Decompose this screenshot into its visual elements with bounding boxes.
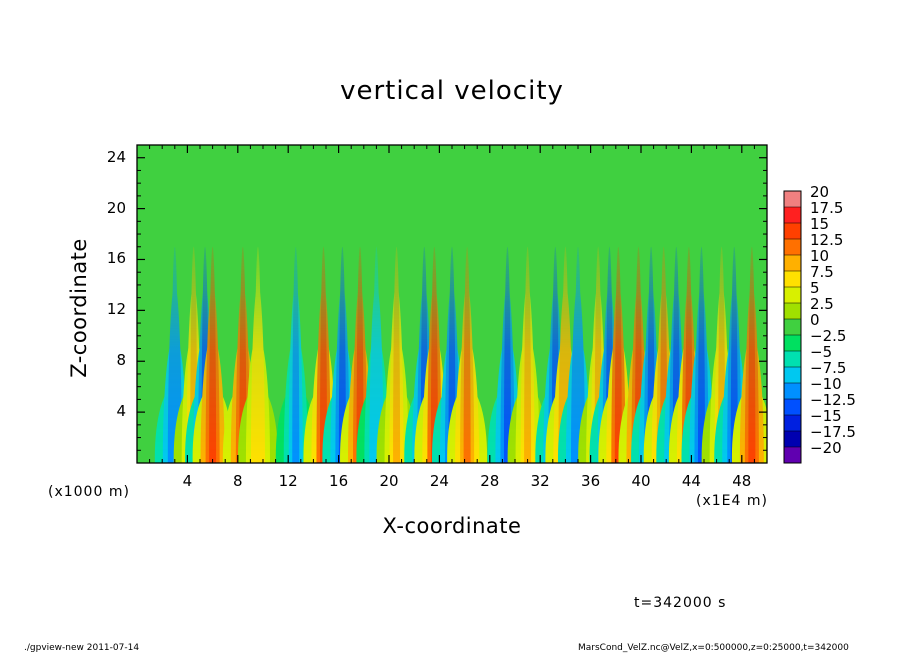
- colorbar-label: 5: [810, 279, 820, 297]
- colorbar-label: 0: [810, 311, 820, 329]
- y-tick-label: 8: [116, 351, 126, 370]
- colorbar-label: −20: [810, 439, 842, 457]
- colorbar-swatch: [784, 415, 801, 432]
- x-tick-label: 28: [480, 472, 500, 490]
- heatmap-streak: [209, 246, 217, 463]
- colorbar-swatch: [784, 287, 801, 304]
- heatmap-streak: [356, 246, 364, 463]
- y-axis-title: Z-coordinate: [67, 238, 91, 378]
- y-tick-label: 16: [106, 249, 126, 268]
- heatmap-streak: [393, 246, 401, 463]
- heatmap-streak: [254, 246, 262, 463]
- x-axis-unit: (x1E4 m): [696, 493, 768, 509]
- heatmap-streak: [319, 246, 327, 463]
- colorbar-label: 7.5: [810, 263, 834, 281]
- footer-program: ./gpview-new 2011-07-14: [24, 643, 140, 653]
- colorbar-label: −5: [810, 343, 833, 361]
- colorbar-label: −17.5: [810, 423, 856, 441]
- heatmap-streak: [463, 246, 471, 463]
- colorbar-label: 12.5: [810, 231, 844, 249]
- heatmap-streak: [574, 246, 582, 463]
- colorbar-frame: [783, 190, 802, 464]
- heatmap-streak: [748, 246, 756, 463]
- colorbar-swatch: [784, 383, 801, 400]
- colorbar-label: −2.5: [810, 327, 847, 345]
- x-tick-label: 8: [233, 472, 243, 490]
- colorbar-label: 17.5: [810, 199, 844, 217]
- heatmap-streak: [430, 246, 438, 463]
- colorbar-label: −15: [810, 407, 842, 425]
- x-tick-label: 4: [182, 472, 193, 490]
- y-tick-label: 12: [106, 300, 126, 319]
- x-axis-title: X-coordinate: [382, 514, 522, 538]
- heatmap-streak: [697, 246, 705, 463]
- x-tick-label: 12: [278, 472, 298, 490]
- colorbar-label: 20: [810, 183, 830, 201]
- heatmap-streak: [503, 246, 511, 463]
- colorbar-swatch: [784, 319, 801, 336]
- colorbar-swatch: [784, 191, 801, 208]
- y-tick-label: 24: [106, 147, 126, 166]
- x-tick-label: 32: [530, 472, 550, 490]
- colorbar-swatch: [784, 335, 801, 352]
- colorbar-swatch: [784, 303, 801, 320]
- y-axis-unit: (x1000 m): [48, 484, 130, 500]
- colorbar-swatch: [784, 367, 801, 384]
- colorbar-label: 2.5: [810, 295, 834, 313]
- x-tick-label: 24: [429, 472, 449, 490]
- x-tick-label: 44: [681, 472, 701, 490]
- y-tick-label: 4: [116, 402, 126, 421]
- heatmap-streak: [524, 246, 532, 463]
- colorbar-swatch: [784, 271, 801, 288]
- colorbar: [783, 190, 802, 464]
- heatmap-streak: [614, 246, 622, 463]
- heatmap-streak: [292, 246, 300, 463]
- footer-source: MarsCond_VelZ.nc@VelZ,x=0:500000,z=0:250…: [578, 643, 849, 653]
- colorbar-swatch: [784, 447, 801, 464]
- chart-title: vertical velocity: [340, 76, 564, 106]
- colorbar-swatch: [784, 255, 801, 272]
- x-tick-label: 36: [581, 472, 601, 490]
- x-tick-label: 16: [329, 472, 349, 490]
- x-tick-label: 20: [379, 472, 399, 490]
- colorbar-swatch: [784, 399, 801, 416]
- colorbar-swatch: [784, 207, 801, 224]
- colorbar-swatch: [784, 223, 801, 240]
- colorbar-label: −7.5: [810, 359, 847, 377]
- time-annotation: t=342000 s: [634, 595, 727, 611]
- heatmap-streak: [171, 246, 179, 463]
- colorbar-swatch: [784, 431, 801, 448]
- colorbar-label: 10: [810, 247, 830, 265]
- x-tick-label: 40: [631, 472, 651, 490]
- colorbar-swatch: [784, 239, 801, 256]
- x-tick-label: 48: [732, 472, 752, 490]
- colorbar-label: −10: [810, 375, 842, 393]
- colorbar-label: −12.5: [810, 391, 856, 409]
- heatmap-streak: [372, 246, 380, 463]
- colorbar-swatch: [784, 351, 801, 368]
- heatmap-streak: [730, 246, 738, 463]
- colorbar-label: 15: [810, 215, 830, 233]
- heatmap-streak: [338, 246, 346, 463]
- y-tick-label: 20: [106, 198, 126, 217]
